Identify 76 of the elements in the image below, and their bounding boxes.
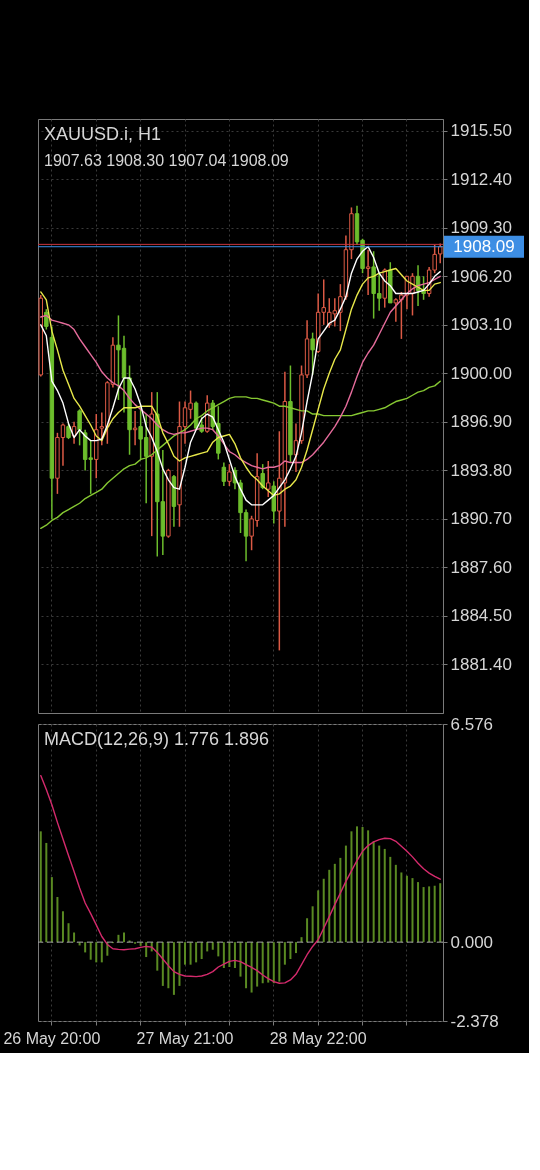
line-series <box>40 774 441 984</box>
y-tick-label: 1900.00 <box>450 363 512 383</box>
bar <box>422 887 425 943</box>
bar <box>294 942 297 954</box>
bar <box>156 942 159 971</box>
bar <box>161 942 164 986</box>
bar <box>400 872 403 943</box>
bar <box>233 942 236 968</box>
bar <box>344 845 347 943</box>
line-series <box>40 275 441 470</box>
y-tick-label: 1896.90 <box>450 412 512 432</box>
bar <box>328 869 331 943</box>
bar <box>356 826 359 943</box>
bar <box>289 942 292 960</box>
bar <box>195 942 198 963</box>
text: 1907.63 1908.30 1907.04 1908.09 <box>44 152 289 169</box>
bar <box>84 942 87 953</box>
y-tick-label: 1912.40 <box>450 169 512 189</box>
line-series <box>40 380 441 529</box>
y-tick-label: 1903.10 <box>450 315 512 335</box>
chart-title: MACD(12,26,9) 1.776 1.896 <box>44 729 270 749</box>
y-tick-label: 1909.30 <box>450 218 512 238</box>
bar <box>45 842 48 943</box>
bar <box>283 942 286 965</box>
bar <box>217 942 220 957</box>
bar <box>211 942 214 950</box>
candlestick <box>132 410 138 447</box>
y-tick-label: 1893.80 <box>450 460 512 480</box>
bar <box>56 897 59 943</box>
y-tick-label: 1906.20 <box>450 266 512 286</box>
y-tick-label: 1890.70 <box>450 509 512 529</box>
candlestick <box>365 248 371 296</box>
bar <box>367 830 370 943</box>
bar <box>322 878 325 943</box>
x-tick-label: 28 May 22:00 <box>269 1029 367 1047</box>
y-tick-label: 1881.40 <box>450 654 512 674</box>
bar <box>100 942 103 963</box>
y-tick-label: 0.000 <box>450 932 494 952</box>
y-tick-label: -2.378 <box>450 1011 499 1031</box>
bar <box>272 942 275 984</box>
bar <box>378 845 381 943</box>
bar <box>245 942 248 989</box>
candlestick <box>221 461 227 487</box>
bar <box>189 942 192 965</box>
ref-line-label: 1908.09 <box>453 236 515 256</box>
candlestick <box>260 463 265 490</box>
bar <box>433 885 436 943</box>
bar <box>372 841 375 943</box>
bar <box>50 877 53 943</box>
candlestick <box>77 408 82 447</box>
bar <box>167 942 170 989</box>
bar <box>394 864 397 943</box>
bar <box>73 932 76 943</box>
bar <box>184 942 187 965</box>
bar <box>95 942 98 963</box>
y-tick-label: 1884.50 <box>450 606 512 626</box>
bar <box>405 875 408 943</box>
candlestick <box>227 463 232 487</box>
candlestick <box>44 308 49 331</box>
bar <box>311 906 314 943</box>
bar <box>178 942 181 986</box>
candlestick <box>266 460 271 498</box>
x-tick-label: 26 May 20:00 <box>3 1029 101 1047</box>
bar <box>317 890 320 943</box>
x-tick-label: 27 May 21:00 <box>136 1029 234 1047</box>
bar <box>122 932 125 943</box>
bar <box>267 942 270 983</box>
y-tick-label: 1915.50 <box>450 121 512 141</box>
y-tick-label: 1887.60 <box>450 557 512 577</box>
bar <box>428 886 431 943</box>
bar <box>261 942 264 984</box>
y-tick-label: 6.576 <box>450 714 494 734</box>
chart-title: XAUUSD.i, H1 <box>44 124 162 144</box>
bar <box>339 857 342 943</box>
bar <box>383 848 386 943</box>
bar <box>350 831 353 943</box>
